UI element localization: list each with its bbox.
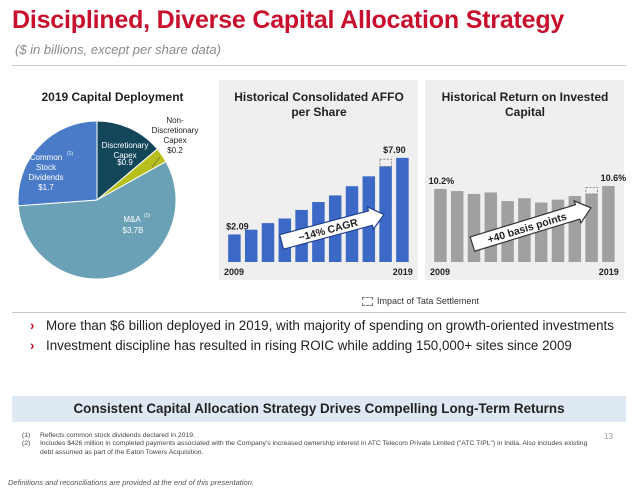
footnotes: (1) Reflects common stock dividends decla…	[22, 432, 602, 457]
x-tick-label: 2009	[224, 267, 244, 277]
pie-slice-label: Common	[30, 153, 62, 162]
summary-banner: Consistent Capital Allocation Strategy D…	[12, 396, 626, 422]
page-subtitle: ($ in billions, except per share data)	[15, 42, 221, 57]
bullet-item: › More than $6 billion deployed in 2019, …	[30, 318, 614, 333]
pie-slice	[96, 120, 159, 202]
bar	[585, 193, 598, 262]
pie-slice-label: Non-	[166, 116, 184, 125]
bar	[261, 223, 275, 262]
tata-legend: Impact of Tata Settlement	[362, 296, 479, 306]
mid-divider	[12, 312, 626, 313]
bar	[228, 234, 241, 262]
bar	[434, 188, 447, 262]
chevron-right-icon: ›	[30, 337, 35, 353]
footnote: (2) Includes $426 million in completed pa…	[22, 440, 588, 456]
pie-slice-value: $0.2	[167, 146, 183, 155]
tata-settlement-bar	[585, 187, 598, 195]
pie-slice	[17, 160, 177, 280]
trend-arrow-shape	[278, 205, 385, 250]
data-label: 10.6%	[601, 173, 627, 183]
pie-slice-label: M&A	[123, 215, 141, 224]
tata-settlement-bar	[379, 158, 392, 167]
affo-title: Historical Consolidated AFFO per Share	[234, 90, 404, 119]
chevron-right-icon: ›	[30, 318, 35, 333]
tata-legend-swatch	[362, 296, 373, 306]
page-title: Disciplined, Diverse Capital Allocation …	[12, 6, 565, 34]
tata-legend-label: Impact of Tata Settlement	[377, 296, 479, 306]
x-tick-label: 2009	[430, 267, 450, 277]
roic-title: Historical Return on Invested Capital	[441, 90, 609, 119]
trend-arrow-shape	[469, 199, 592, 253]
bar	[379, 166, 392, 262]
pie-slice	[17, 120, 98, 207]
pie-slice-superscript: (2)	[144, 213, 150, 219]
x-tick-label: 2019	[599, 267, 619, 277]
pie-slice-label: Stock	[36, 163, 57, 172]
data-label: $2.09	[226, 221, 249, 231]
pie-slice-superscript: (1)	[67, 151, 73, 157]
footnote: (1) Reflects common stock dividends decla…	[22, 432, 195, 439]
leader-line	[151, 156, 161, 168]
pie-slice-label: Capex	[163, 136, 186, 145]
bar	[467, 193, 481, 262]
pie-slice-label: Discretionary	[152, 126, 199, 135]
page-number: 13	[604, 432, 613, 441]
pie-slice-label: Capex	[113, 151, 136, 160]
bar	[484, 192, 498, 262]
x-tick-label: 2019	[393, 267, 413, 277]
data-label: 10.2%	[429, 176, 455, 186]
pie-title: 2019 Capital Deployment	[41, 90, 184, 104]
bullet-list: › More than $6 billion deployed in 2019, …	[30, 318, 625, 357]
data-label: $7.90	[383, 145, 406, 155]
pie-slice-label: Discretionary	[102, 141, 149, 150]
bar	[450, 191, 464, 262]
bar	[244, 229, 258, 262]
footer-note: Definitions and reconciliations are prov…	[8, 478, 254, 487]
pie-slice-value: $1.7	[38, 183, 54, 192]
header-divider	[12, 65, 626, 66]
pie-slice-value: $0.9	[117, 158, 133, 167]
bar	[602, 186, 615, 262]
bar	[396, 157, 409, 262]
pie-slice-label: Dividends	[28, 173, 63, 182]
bullet-item: › Investment discipline has resulted in r…	[30, 337, 572, 353]
pie-slice-value: $3.7B	[123, 226, 144, 235]
